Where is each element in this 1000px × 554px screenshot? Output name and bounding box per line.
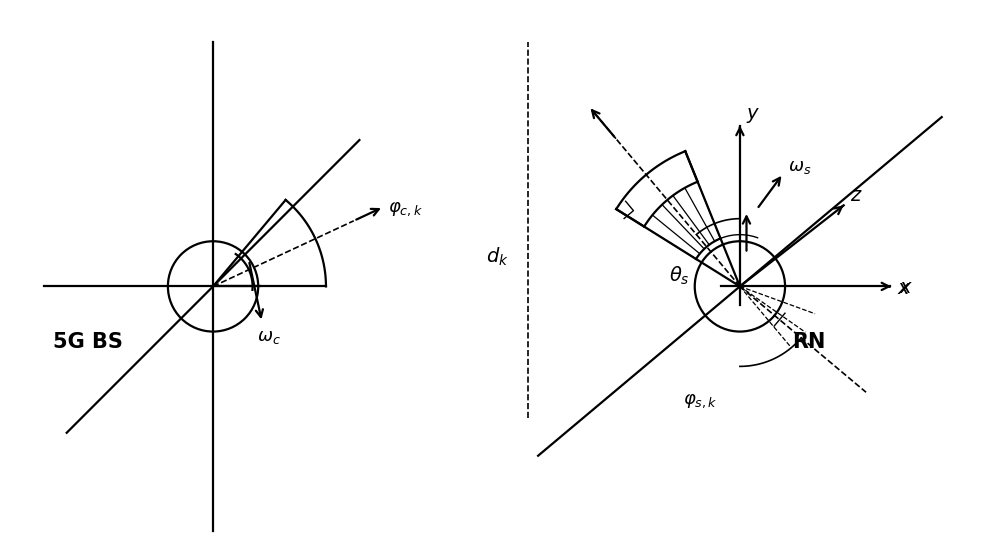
Text: $\varphi_{c,k}$: $\varphi_{c,k}$ [388,199,423,218]
Text: 5G BS: 5G BS [53,331,123,352]
Text: $d_k$: $d_k$ [486,246,509,268]
Text: $\omega_s$: $\omega_s$ [788,158,811,176]
Text: RN: RN [792,331,825,352]
Text: $\varphi_{s,k}$: $\varphi_{s,k}$ [683,392,718,410]
Text: y: y [746,104,758,123]
Text: z: z [850,186,861,204]
Text: x: x [898,279,909,298]
Text: x: x [900,278,911,297]
Text: $\theta_s$: $\theta_s$ [669,265,690,287]
Text: $\omega_c$: $\omega_c$ [257,328,281,346]
